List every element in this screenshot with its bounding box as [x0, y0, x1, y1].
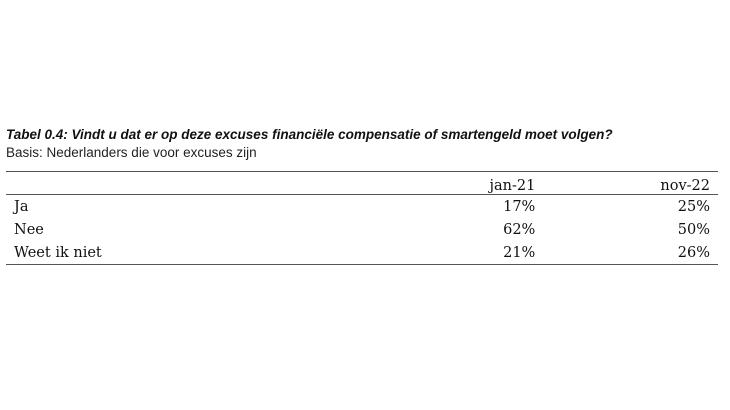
- cell-jan-21: 62%: [503, 221, 536, 238]
- table-title: Tabel 0.4: Vindt u dat er op deze excuse…: [6, 127, 613, 142]
- table-row: Weet ik niet 21% 26%: [6, 241, 718, 265]
- cell-nov-22: 25%: [677, 198, 710, 215]
- cell-nov-22: 50%: [677, 221, 710, 238]
- cell-nov-22: 26%: [543, 241, 718, 265]
- table-row: Nee 62% 50%: [6, 218, 718, 241]
- row-label: Weet ik niet: [6, 241, 308, 265]
- table-header-row: jan-21 nov-22: [6, 171, 718, 195]
- cell-jan-21: 21%: [307, 241, 544, 265]
- row-label: Ja: [14, 198, 29, 215]
- table-subtitle: Basis: Nederlanders die voor excuses zij…: [6, 145, 257, 160]
- document-block: Tabel 0.4: Vindt u dat er op deze excuse…: [6, 126, 718, 265]
- cell-jan-21: 17%: [503, 198, 536, 215]
- row-label: Nee: [14, 221, 44, 238]
- table-row: Ja 17% 25%: [6, 195, 718, 219]
- header-cell-label: [6, 171, 308, 195]
- header-cell-jan-21: jan-21: [307, 171, 544, 195]
- results-table: jan-21 nov-22 Ja 17% 25% Nee 62% 50% Wee…: [6, 171, 718, 265]
- header-cell-nov-22: nov-22: [543, 171, 718, 195]
